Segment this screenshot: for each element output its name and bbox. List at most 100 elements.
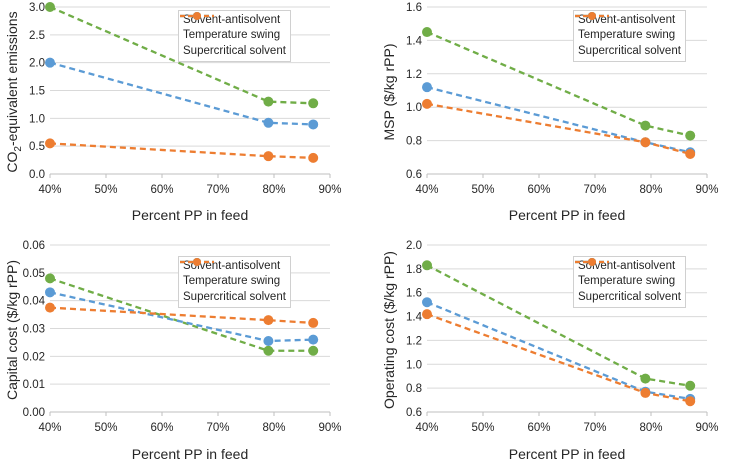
x-tick-label: 80% (639, 422, 662, 434)
x-tick-label: 40% (415, 184, 438, 196)
legend-item-supercritical-solvent: Supercritical solvent (180, 12, 286, 59)
x-tick-label: 70% (206, 422, 229, 434)
legend-item-temperature-swing: Temperature swing (180, 258, 286, 290)
data-point-solvent-antisolvent (45, 273, 55, 284)
data-point-supercritical-solvent (640, 137, 651, 148)
msp-plot: 0.6 0.8 1.0 1.2 1.4 1.6 40% 50% 60% 70% 80% 90% (406, 2, 719, 196)
legend-item-supercritical-solvent: Supercritical solvent (575, 258, 681, 305)
legend-item-temperature-swing: Temperature swing (180, 12, 286, 44)
series-line-supercritical-solvent (49, 142, 314, 160)
series-line-solvent-antisolvent (426, 264, 691, 387)
legend: Solvent-antisolvent Temperature swing Su… (178, 256, 291, 308)
msp-chart: 0.6 0.8 1.0 1.2 1.4 1.6 40% 50% 60% 70% 80% 90% MSP… (377, 0, 754, 237)
data-point-solvent-antisolvent (640, 373, 651, 384)
y-tick-label: 2.5 (29, 30, 45, 42)
x-tick-label: 40% (38, 184, 61, 196)
data-point-solvent-antisolvent (685, 380, 696, 391)
x-tick-label: 40% (38, 422, 61, 434)
data-point-solvent-antisolvent (308, 345, 319, 356)
y-tick-label: 1.2 (406, 335, 422, 347)
x-tick-label: 70% (206, 184, 229, 196)
series-line-supercritical-solvent (49, 306, 314, 325)
y-tick-label: 1.4 (406, 35, 423, 47)
y-tick-label: 0.02 (23, 351, 45, 363)
y-axis-label: Capital cost ($/kg rPP) (4, 259, 20, 401)
data-point-solvent-antisolvent (422, 27, 432, 38)
y-tick-label: 0.06 (23, 240, 45, 252)
y-tick-label: 0.05 (23, 268, 45, 280)
y-tick-label: 0.0 (29, 169, 45, 181)
y-tick-label: 0.8 (406, 136, 422, 148)
x-tick-label: 90% (318, 422, 341, 434)
y-axis-label: MSP ($/kg rPP) (381, 43, 397, 141)
x-tick-label: 40% (415, 422, 438, 434)
legend-swatch (575, 12, 609, 20)
legend-swatch (180, 258, 214, 266)
data-point-temperature-swing (422, 297, 432, 308)
data-point-supercritical-solvent (263, 315, 274, 326)
y-tick-label: 1.6 (406, 288, 422, 300)
data-point-solvent-antisolvent (685, 130, 696, 141)
y-tick-label: 1.6 (406, 2, 422, 14)
x-axis-label: Percent PP in feed (508, 207, 626, 223)
data-point-temperature-swing (263, 336, 274, 347)
x-axis-label: Percent PP in feed (131, 207, 249, 223)
x-axis-label: Percent PP in feed (131, 446, 249, 462)
data-point-temperature-swing (422, 82, 432, 93)
x-tick-label: 80% (262, 422, 285, 434)
data-point-supercritical-solvent (685, 396, 696, 407)
x-tick-label: 70% (583, 422, 606, 434)
y-tick-label: 0.6 (406, 407, 422, 419)
data-point-supercritical-solvent (45, 138, 55, 149)
x-tick-label: 80% (262, 184, 285, 196)
x-tick-label: 50% (471, 422, 494, 434)
legend-item-temperature-swing: Temperature swing (575, 12, 681, 44)
y-tick-label: 0.01 (23, 379, 45, 391)
x-axis-label: Percent PP in feed (508, 446, 626, 462)
data-point-solvent-antisolvent (263, 96, 274, 107)
data-point-supercritical-solvent (640, 387, 651, 398)
y-tick-label: 1.0 (29, 113, 45, 125)
series-line-temperature-swing (426, 86, 691, 154)
legend-swatch (575, 258, 609, 266)
x-tick-label: 80% (639, 184, 662, 196)
y-axis-label: Operating cost ($/kg rPP) (381, 251, 397, 409)
y-tick-label: 2.0 (406, 240, 422, 252)
y-tick-label: 1.2 (406, 69, 422, 81)
legend: Solvent-antisolvent Temperature swing Su… (573, 256, 686, 308)
x-tick-label: 90% (318, 184, 341, 196)
operating-cost-plot: 0.6 0.8 1.0 1.2 1.4 1.6 1.8 2.0 40% 50% 60% 70% 80% 9… (406, 240, 719, 434)
y-tick-label: 0.5 (29, 141, 45, 153)
data-point-temperature-swing (308, 119, 319, 130)
y-tick-label: 1.8 (406, 264, 422, 276)
data-point-solvent-antisolvent (45, 2, 55, 12)
data-point-supercritical-solvent (45, 302, 55, 313)
legend-swatch (180, 12, 214, 20)
data-point-temperature-swing (45, 287, 55, 298)
capital-cost-chart: 0.00 0.01 0.02 0.03 0.04 0.05 0.06 40% 50% 60% 70%… (0, 238, 377, 475)
data-point-supercritical-solvent (308, 317, 319, 328)
data-point-temperature-swing (45, 57, 55, 68)
data-point-solvent-antisolvent (422, 260, 432, 271)
y-tick-label: 0.6 (406, 169, 422, 181)
y-tick-label: 1.0 (406, 359, 422, 371)
x-tick-label: 50% (94, 184, 117, 196)
co2-emissions-plot: 0.0 0.5 1.0 1.5 2.0 2.5 3.0 40% 50% 60% 70% 80% 90% (29, 2, 342, 196)
legend-item-supercritical-solvent: Supercritical solvent (575, 12, 681, 59)
y-tick-label: 0.8 (406, 383, 422, 395)
data-point-supercritical-solvent (422, 98, 432, 109)
data-point-supercritical-solvent (422, 309, 432, 320)
y-tick-label: 0.04 (23, 296, 46, 308)
series-line-temperature-swing (49, 61, 314, 126)
y-tick-label: 1.4 (406, 312, 423, 324)
x-tick-label: 50% (94, 422, 117, 434)
y-tick-label: 3.0 (29, 2, 45, 14)
x-tick-label: 90% (695, 184, 718, 196)
data-point-solvent-antisolvent (308, 98, 319, 109)
x-tick-label: 50% (471, 184, 494, 196)
y-tick-label: 1.5 (29, 86, 45, 98)
series-line-supercritical-solvent (426, 102, 691, 156)
legend: Solvent-antisolvent Temperature swing Su… (573, 10, 686, 62)
data-point-supercritical-solvent (263, 151, 274, 162)
